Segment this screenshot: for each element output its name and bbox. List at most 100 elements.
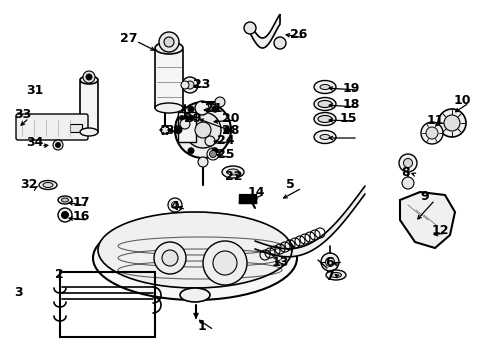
Circle shape — [215, 97, 225, 107]
Circle shape — [62, 211, 69, 219]
Polygon shape — [400, 192, 455, 248]
Text: 2: 2 — [55, 269, 64, 282]
Circle shape — [421, 122, 443, 144]
Text: 1: 1 — [198, 320, 207, 333]
Circle shape — [402, 177, 414, 189]
Circle shape — [166, 132, 168, 135]
Ellipse shape — [318, 116, 332, 122]
Bar — [70, 124, 82, 132]
Ellipse shape — [314, 98, 336, 111]
Ellipse shape — [222, 166, 244, 178]
Text: 9: 9 — [420, 190, 429, 203]
Circle shape — [55, 143, 60, 148]
Circle shape — [162, 125, 164, 128]
Text: 26: 26 — [290, 28, 307, 41]
Text: 31: 31 — [26, 85, 44, 98]
Circle shape — [185, 116, 190, 121]
Circle shape — [198, 157, 208, 167]
Text: 32: 32 — [20, 179, 37, 192]
Ellipse shape — [320, 85, 330, 90]
Circle shape — [213, 251, 237, 275]
Text: 8: 8 — [401, 166, 410, 179]
Circle shape — [438, 109, 466, 137]
Ellipse shape — [314, 81, 336, 94]
Circle shape — [210, 150, 217, 158]
Circle shape — [244, 22, 256, 34]
Circle shape — [164, 37, 174, 47]
Text: 23: 23 — [193, 78, 210, 91]
Circle shape — [166, 125, 168, 128]
Text: 28: 28 — [222, 123, 240, 136]
Ellipse shape — [93, 216, 297, 300]
Ellipse shape — [62, 198, 69, 202]
Circle shape — [212, 106, 218, 112]
Circle shape — [160, 129, 162, 131]
Circle shape — [162, 250, 178, 266]
Circle shape — [162, 132, 164, 135]
Ellipse shape — [43, 183, 53, 188]
Circle shape — [181, 81, 189, 89]
Circle shape — [224, 127, 230, 133]
Bar — [155, 50, 183, 108]
Bar — [178, 112, 196, 142]
Circle shape — [53, 140, 63, 150]
Text: 27: 27 — [120, 31, 138, 45]
Ellipse shape — [326, 270, 346, 280]
Circle shape — [179, 116, 185, 121]
FancyBboxPatch shape — [16, 114, 88, 140]
Text: 14: 14 — [248, 185, 266, 198]
Text: 24: 24 — [217, 134, 235, 147]
Circle shape — [154, 242, 186, 274]
Text: 15: 15 — [340, 112, 358, 125]
Circle shape — [195, 122, 211, 138]
Circle shape — [58, 208, 72, 222]
Text: 33: 33 — [14, 108, 31, 122]
Ellipse shape — [80, 128, 98, 136]
Ellipse shape — [227, 169, 239, 175]
Text: 18: 18 — [343, 98, 360, 111]
Circle shape — [186, 81, 194, 89]
Circle shape — [185, 112, 221, 148]
Circle shape — [403, 158, 413, 167]
Circle shape — [274, 37, 286, 49]
Ellipse shape — [180, 288, 210, 302]
Circle shape — [190, 116, 195, 121]
Bar — [80, 82, 98, 132]
Circle shape — [159, 32, 179, 52]
Text: 25: 25 — [217, 148, 235, 162]
Text: 19: 19 — [343, 81, 360, 94]
Polygon shape — [250, 14, 280, 48]
Text: 17: 17 — [73, 197, 91, 210]
Circle shape — [175, 102, 231, 158]
Text: 21: 21 — [205, 102, 222, 114]
Ellipse shape — [314, 130, 336, 144]
Text: 10: 10 — [454, 94, 471, 107]
Circle shape — [161, 126, 169, 134]
Ellipse shape — [155, 42, 183, 54]
Text: 3: 3 — [14, 287, 23, 300]
Circle shape — [205, 136, 215, 146]
Text: 22: 22 — [225, 170, 243, 183]
Text: 29: 29 — [184, 112, 201, 125]
Text: 16: 16 — [73, 211, 90, 224]
Ellipse shape — [320, 135, 330, 139]
Polygon shape — [255, 186, 365, 257]
Circle shape — [207, 148, 219, 160]
Text: 11: 11 — [427, 113, 444, 126]
Circle shape — [188, 148, 194, 154]
Circle shape — [325, 257, 335, 266]
Circle shape — [203, 241, 247, 285]
Circle shape — [168, 129, 170, 131]
Text: 30: 30 — [165, 123, 182, 136]
Text: 4: 4 — [170, 201, 179, 213]
Text: 6: 6 — [325, 256, 334, 269]
Text: 5: 5 — [286, 179, 295, 192]
Circle shape — [172, 202, 178, 208]
Circle shape — [195, 101, 209, 115]
Circle shape — [188, 106, 194, 112]
Ellipse shape — [155, 103, 183, 113]
Ellipse shape — [58, 196, 72, 204]
Circle shape — [83, 71, 95, 83]
Circle shape — [180, 119, 190, 129]
Circle shape — [168, 198, 182, 212]
